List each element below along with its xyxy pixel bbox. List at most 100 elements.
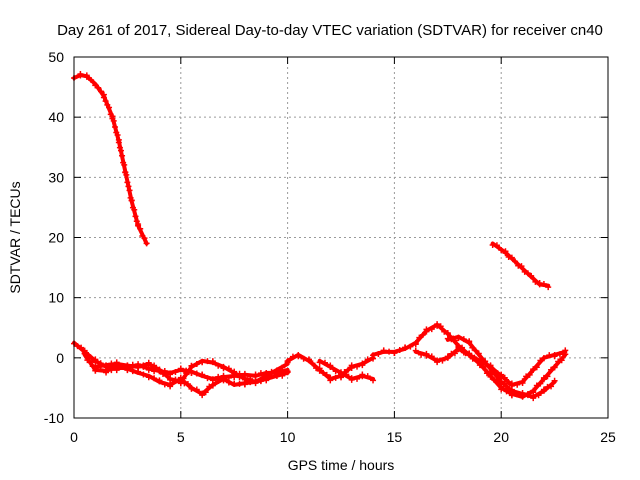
data-point (119, 152, 126, 159)
data-point (273, 367, 280, 374)
data-point (321, 359, 328, 366)
data-point (184, 381, 191, 388)
data-point (338, 371, 344, 378)
x-axis-label: GPS time / hours (288, 457, 395, 473)
data-point (188, 385, 195, 392)
data-point (231, 381, 238, 388)
data-point (471, 354, 478, 361)
data-point (354, 375, 361, 382)
data-point (482, 358, 489, 365)
data-point (225, 379, 232, 386)
data-point (533, 382, 540, 389)
data-point (199, 390, 206, 397)
x-tick-label: 15 (387, 429, 403, 445)
data-point (488, 368, 495, 375)
data-point (532, 278, 539, 285)
data-point (545, 284, 552, 291)
data-point (323, 371, 330, 378)
data-point (236, 374, 243, 381)
y-tick-label: 40 (48, 109, 64, 125)
data-point (455, 346, 462, 353)
plot-data (71, 71, 569, 402)
data-point (172, 369, 179, 376)
data-point (112, 123, 119, 130)
data-point (380, 347, 387, 354)
data-point (345, 366, 352, 373)
data-point (206, 383, 213, 390)
data-point (460, 349, 467, 356)
data-point (215, 377, 222, 384)
data-point (257, 370, 264, 377)
data-point (519, 380, 526, 387)
data-point (124, 179, 131, 186)
data-point (354, 363, 361, 370)
data-point (327, 362, 334, 369)
data-point (537, 380, 544, 387)
data-point (526, 371, 533, 378)
data-point (279, 372, 286, 379)
data-point (537, 357, 544, 364)
y-tick-label: 20 (48, 230, 64, 246)
y-tick-label: 50 (48, 49, 64, 65)
data-point (114, 131, 121, 138)
data-point (487, 373, 494, 380)
data-point (518, 263, 525, 270)
data-point (472, 347, 479, 354)
data-point (412, 347, 419, 354)
data-point (97, 363, 104, 370)
data-point (407, 343, 414, 350)
data-point (491, 369, 498, 376)
data-point (514, 381, 521, 388)
data-point (202, 389, 209, 396)
data-point (129, 368, 136, 375)
data-point (161, 381, 168, 388)
data-point (199, 359, 206, 366)
data-point (508, 254, 515, 261)
data-point (279, 364, 286, 371)
data-point (135, 362, 142, 369)
data-point (444, 329, 451, 336)
data-point (348, 375, 355, 382)
data-point (418, 351, 425, 358)
data-point (396, 346, 403, 353)
data-point (129, 361, 136, 368)
y-tick-label: 0 (56, 350, 64, 366)
data-point (268, 368, 275, 375)
data-point (546, 352, 553, 359)
data-point (98, 88, 105, 95)
data-point (151, 362, 158, 369)
data-point (95, 84, 102, 91)
data-point (209, 358, 216, 365)
data-point (455, 335, 462, 342)
data-point (163, 371, 170, 378)
data-point (524, 270, 531, 277)
data-point (257, 377, 264, 384)
data-point (460, 336, 467, 343)
data-point (128, 197, 135, 204)
data-point (439, 357, 446, 364)
data-point (145, 374, 152, 381)
data-point (544, 373, 551, 380)
data-point (428, 353, 435, 360)
data-point (209, 381, 216, 388)
data-point (437, 323, 444, 330)
series-arc-late-high (489, 241, 552, 291)
data-point (124, 363, 131, 370)
data-point (475, 350, 482, 357)
data-point (530, 366, 537, 373)
data-point (519, 391, 526, 398)
data-point (167, 370, 174, 377)
data-point (116, 144, 123, 151)
data-point (77, 72, 84, 79)
data-point (102, 98, 109, 105)
data-point (493, 242, 500, 249)
data-point (423, 352, 430, 359)
series-arc-mid-b (316, 358, 377, 384)
y-tick-label: 10 (48, 290, 64, 306)
data-point (332, 368, 339, 375)
data-point (540, 280, 547, 287)
data-point (556, 351, 563, 358)
data-point (305, 357, 312, 364)
data-point (295, 351, 302, 358)
